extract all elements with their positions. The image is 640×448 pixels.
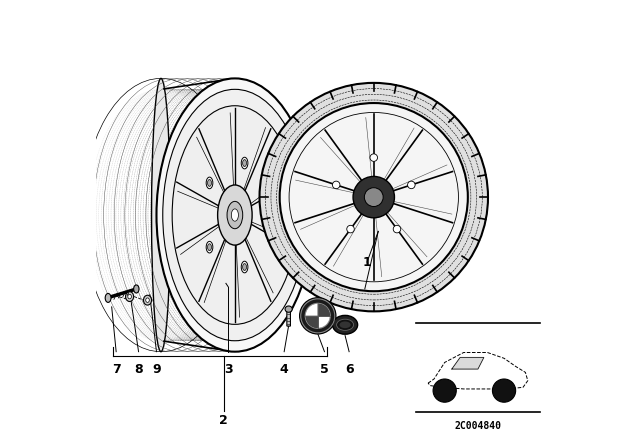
Text: 6: 6 bbox=[345, 363, 353, 376]
Ellipse shape bbox=[264, 211, 268, 219]
Circle shape bbox=[408, 181, 415, 189]
Wedge shape bbox=[317, 304, 330, 316]
Text: 5: 5 bbox=[320, 363, 329, 376]
Circle shape bbox=[433, 379, 456, 402]
Wedge shape bbox=[317, 316, 330, 328]
Ellipse shape bbox=[231, 209, 239, 221]
Ellipse shape bbox=[172, 106, 298, 324]
Wedge shape bbox=[306, 316, 317, 328]
Ellipse shape bbox=[206, 241, 213, 253]
Ellipse shape bbox=[207, 244, 211, 250]
Circle shape bbox=[300, 298, 336, 334]
Ellipse shape bbox=[337, 319, 354, 331]
Ellipse shape bbox=[143, 295, 152, 305]
Ellipse shape bbox=[243, 263, 246, 271]
Circle shape bbox=[364, 188, 383, 207]
Ellipse shape bbox=[206, 177, 213, 189]
Circle shape bbox=[492, 379, 516, 402]
Circle shape bbox=[260, 83, 488, 311]
Ellipse shape bbox=[128, 294, 131, 299]
Polygon shape bbox=[452, 358, 484, 369]
Circle shape bbox=[332, 181, 340, 189]
Wedge shape bbox=[306, 304, 317, 316]
Ellipse shape bbox=[152, 78, 170, 352]
Circle shape bbox=[353, 177, 394, 218]
Ellipse shape bbox=[263, 209, 269, 221]
Circle shape bbox=[347, 225, 355, 233]
Ellipse shape bbox=[105, 293, 111, 302]
FancyBboxPatch shape bbox=[287, 310, 291, 326]
Ellipse shape bbox=[227, 202, 243, 228]
Ellipse shape bbox=[207, 180, 211, 186]
Text: 7: 7 bbox=[112, 363, 120, 376]
Ellipse shape bbox=[241, 261, 248, 273]
Ellipse shape bbox=[241, 157, 248, 169]
Circle shape bbox=[393, 225, 401, 233]
Circle shape bbox=[280, 103, 468, 291]
Ellipse shape bbox=[243, 159, 246, 167]
Text: 9: 9 bbox=[152, 363, 161, 376]
Ellipse shape bbox=[218, 185, 252, 245]
Ellipse shape bbox=[125, 292, 134, 302]
Text: 1: 1 bbox=[363, 255, 371, 269]
Ellipse shape bbox=[339, 322, 351, 328]
Ellipse shape bbox=[146, 298, 149, 302]
Ellipse shape bbox=[134, 285, 139, 293]
Text: 2: 2 bbox=[220, 414, 228, 427]
Text: 2C004840: 2C004840 bbox=[454, 421, 501, 431]
Text: 3: 3 bbox=[224, 363, 232, 376]
Text: 4: 4 bbox=[280, 363, 289, 376]
Ellipse shape bbox=[333, 315, 358, 334]
Ellipse shape bbox=[163, 89, 307, 341]
Text: 8: 8 bbox=[134, 363, 143, 376]
Ellipse shape bbox=[157, 78, 314, 352]
Ellipse shape bbox=[285, 306, 292, 312]
Circle shape bbox=[370, 154, 378, 161]
